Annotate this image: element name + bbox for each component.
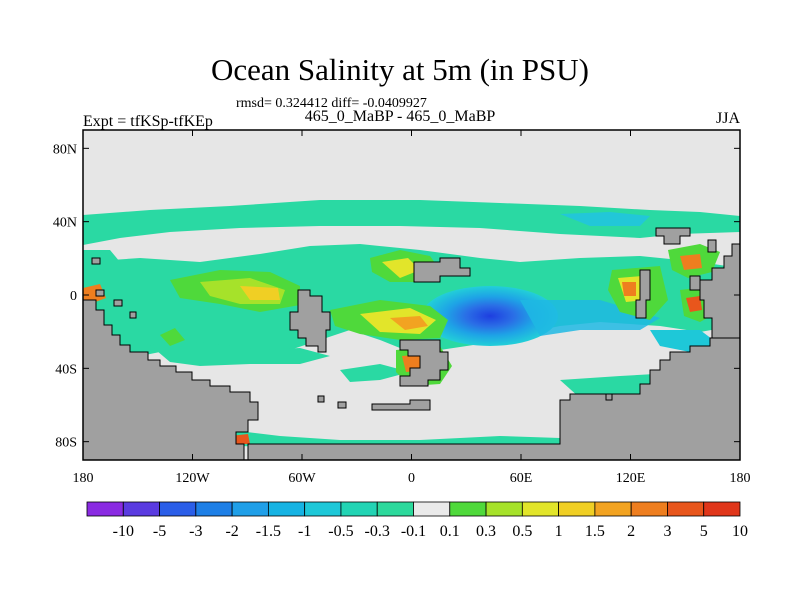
colorbar-box	[667, 501, 705, 517]
central-pacific-green	[160, 328, 185, 346]
maritime-block-2	[655, 227, 691, 245]
colorbar-box	[521, 501, 560, 517]
colorbar-box	[304, 501, 342, 517]
mediterranean-yellow	[382, 258, 420, 278]
y-tick-label: 80S	[55, 436, 77, 451]
colorbar-box	[195, 501, 233, 517]
colorbar-label: -3	[189, 523, 202, 540]
atlantic-orange-patch	[390, 316, 428, 330]
northern-cyan-patch	[560, 212, 650, 226]
colorbar-label: 0.5	[512, 523, 532, 540]
colorbar-box	[558, 501, 596, 517]
eastern-continent	[699, 243, 740, 339]
colorbar-label: -0.3	[365, 523, 390, 540]
colorbar-label: 1.5	[585, 523, 605, 540]
case-label: 465_0_MaBP - 465_0_MaBP	[304, 108, 496, 125]
island-3	[129, 311, 137, 319]
y-tick-label: 80N	[53, 142, 77, 157]
central-landmass	[289, 289, 331, 353]
colorbar-label: -1.5	[256, 523, 281, 540]
colorbar-label: 2	[627, 523, 635, 540]
island-7	[95, 289, 105, 297]
y-axis-ticks: 80N 40N 0 40S 80S	[53, 142, 740, 451]
x-tick-label: 180	[73, 471, 94, 486]
x-tick-label: 60E	[510, 471, 533, 486]
map-field	[83, 200, 740, 460]
x-tick-label: 120W	[175, 471, 210, 486]
maritime-red	[686, 296, 702, 312]
colorbar-label: -2	[225, 523, 238, 540]
south-atlantic-band	[340, 364, 410, 382]
colorbar-label: -10	[113, 523, 134, 540]
colorbar-label: -0.5	[328, 523, 353, 540]
season-label: JJA	[715, 110, 740, 127]
colorbar-box	[594, 501, 632, 517]
west-pacific-warm-pool-orange	[622, 282, 636, 296]
east-pacific-orange-patch	[240, 286, 280, 300]
north-pacific-west-band	[83, 250, 120, 272]
colorbar-label: 0.1	[440, 523, 460, 540]
x-tick-label: 0	[408, 471, 415, 486]
colorbar-box	[267, 501, 306, 517]
antarctic-fragment	[371, 399, 431, 411]
colorbar-box	[86, 501, 124, 517]
maritime-block-4	[689, 275, 701, 291]
page-title: Ocean Salinity at 5m (in PSU)	[211, 52, 589, 87]
colorbar-label: -5	[153, 523, 166, 540]
y-tick-label: 40N	[53, 216, 77, 231]
x-axis-ticks: 180 120W 60W 0 60E 120E 180	[73, 130, 751, 486]
northern-salinity-band	[83, 200, 740, 245]
colorbar-label: 1	[555, 523, 563, 540]
y-tick-label: 0	[70, 289, 77, 304]
west-coast-orange	[83, 284, 106, 304]
maritime-block-1	[635, 269, 651, 319]
x-tick-label: 120E	[616, 471, 646, 486]
x-tick-label: 180	[730, 471, 751, 486]
colorbar: -10 -5 -3 -2 -1.5 -1 -0.5 -0.3 -0.1 0.1 0.3 0.5 1 1.5…	[86, 501, 748, 540]
colorbar-box	[449, 501, 487, 517]
colorbar-label: 10	[732, 523, 748, 540]
island-6	[317, 395, 325, 403]
colorbar-box	[340, 501, 378, 517]
stats-text: rmsd= 0.324412 diff= -0.0409927	[236, 96, 427, 111]
colorbar-label: -1	[298, 523, 311, 540]
western-continent	[83, 299, 259, 460]
island-1	[91, 257, 101, 265]
colorbar-box	[159, 501, 197, 517]
colorbar-box	[485, 501, 523, 517]
maritime-block-3	[707, 239, 717, 253]
land-masses	[83, 227, 740, 460]
south-pacific-band	[150, 342, 330, 366]
island-4	[337, 401, 347, 409]
colorbar-box	[630, 501, 668, 517]
colorbar-box	[231, 501, 269, 517]
colorbar-box	[376, 501, 414, 517]
y-tick-label: 40S	[55, 362, 77, 377]
experiment-label: Expt = tfKSp-tfKEp	[83, 113, 213, 130]
colorbar-box	[413, 501, 451, 517]
colorbar-label: 3	[663, 523, 671, 540]
colorbar-label: -0.1	[401, 523, 426, 540]
colorbar-box	[122, 501, 160, 517]
x-tick-label: 60W	[288, 471, 316, 486]
east-asia-orange	[680, 254, 702, 270]
african-block	[399, 339, 449, 387]
mediterranean-block	[413, 257, 471, 283]
colorbar-box	[703, 501, 741, 517]
island-2	[113, 299, 123, 307]
island-5	[605, 393, 613, 401]
colorbar-label: 0.3	[476, 523, 496, 540]
colorbar-label: 5	[700, 523, 708, 540]
